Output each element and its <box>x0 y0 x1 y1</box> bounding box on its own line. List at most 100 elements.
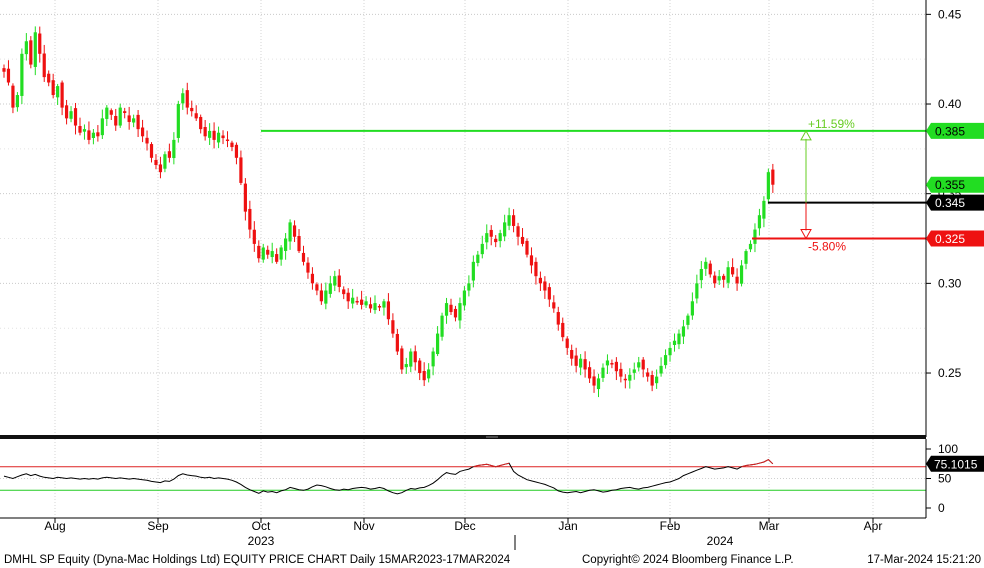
y-tick-label: 0.40 <box>938 97 962 111</box>
candle <box>543 276 547 299</box>
candle <box>395 328 399 355</box>
candle <box>762 196 766 228</box>
candle <box>503 214 507 242</box>
candle-body <box>337 275 341 287</box>
candle-body <box>319 290 323 302</box>
candle-body <box>574 355 578 366</box>
candle <box>435 326 440 357</box>
rsi-overbought-segment <box>473 458 774 468</box>
candle <box>444 297 449 324</box>
candle <box>315 282 319 296</box>
candle <box>623 374 627 389</box>
candle <box>346 288 350 309</box>
candle <box>583 351 587 378</box>
candle <box>476 250 480 267</box>
candle <box>646 368 650 382</box>
panel-separator[interactable] <box>0 435 926 439</box>
candle-body <box>476 254 480 263</box>
candle-body <box>297 236 301 252</box>
candle <box>56 83 60 105</box>
x-axis: Aug Sep Oct Nov Dec Jan Feb Mar Apr 2023 2024 <box>0 517 926 550</box>
price-level-tag: 0.385 <box>926 122 984 139</box>
candle-body <box>87 130 91 140</box>
candle-body <box>132 118 136 123</box>
candle-body <box>699 269 703 281</box>
candle <box>292 220 297 243</box>
x-month-label: Sep <box>147 519 169 533</box>
candle-body <box>301 252 306 262</box>
candle <box>547 283 551 307</box>
candle <box>301 245 306 266</box>
candle-body <box>261 247 265 260</box>
candle <box>382 298 386 316</box>
candle-body <box>216 132 221 143</box>
candle <box>212 122 216 149</box>
candle <box>386 293 391 325</box>
candle <box>686 313 690 330</box>
candle-body <box>704 261 708 269</box>
candle <box>520 228 525 247</box>
candle <box>342 286 346 300</box>
candle-body <box>556 312 560 325</box>
rsi-last-value-tag: 75.1015 <box>926 455 984 472</box>
candle-body <box>462 290 467 306</box>
candle-body <box>2 68 6 72</box>
x-month-label: Oct <box>252 519 271 533</box>
candle <box>261 243 265 263</box>
candle-body <box>663 355 668 366</box>
price-level-tag: 0.345 <box>926 194 984 211</box>
candle-body <box>400 348 404 370</box>
candle-body <box>252 229 256 244</box>
candle <box>739 260 744 287</box>
candle <box>360 290 364 310</box>
y-tick-label: 0.30 <box>938 276 962 290</box>
candle <box>413 345 417 371</box>
candle <box>605 354 610 375</box>
candle-body <box>543 281 547 291</box>
candle <box>556 306 560 331</box>
candle <box>158 156 163 179</box>
candle-body <box>221 135 225 139</box>
candle-body <box>154 159 158 165</box>
candle <box>78 117 82 136</box>
candle <box>328 275 332 298</box>
candle-body <box>69 111 73 119</box>
candle-body <box>24 41 28 55</box>
candle <box>33 26 37 76</box>
candle-body <box>377 305 382 308</box>
candle <box>391 313 395 338</box>
candle-body <box>105 107 109 119</box>
candle <box>637 356 641 372</box>
candle <box>659 357 663 377</box>
candle-body <box>6 68 11 83</box>
x-month-label: Nov <box>353 519 374 533</box>
candle-body <box>29 40 33 65</box>
chart-footer: DMHL SP Equity (Dyna-Mac Holdings Ltd) E… <box>4 554 981 566</box>
candle-body <box>489 229 493 237</box>
candle <box>565 336 569 355</box>
candle-body <box>208 130 212 138</box>
candle <box>96 125 100 142</box>
candle-body <box>199 116 203 130</box>
candle <box>373 295 377 314</box>
candle <box>690 292 694 320</box>
candle-body <box>203 127 207 137</box>
candle-body <box>118 107 122 126</box>
candle-body <box>507 215 511 226</box>
candle-body <box>435 333 440 355</box>
candle <box>699 261 703 289</box>
candle-body <box>655 376 659 384</box>
x-month-label: Aug <box>44 519 65 533</box>
candle <box>216 126 221 149</box>
candle <box>672 333 677 352</box>
candle-body <box>73 108 78 126</box>
candle <box>230 140 234 152</box>
candle <box>163 151 167 173</box>
candle <box>288 219 292 250</box>
candle-body <box>364 301 368 306</box>
candle <box>239 150 243 186</box>
candle-body <box>20 53 24 96</box>
candle-body <box>127 115 131 122</box>
candle-body <box>346 292 350 302</box>
candle <box>270 242 274 264</box>
